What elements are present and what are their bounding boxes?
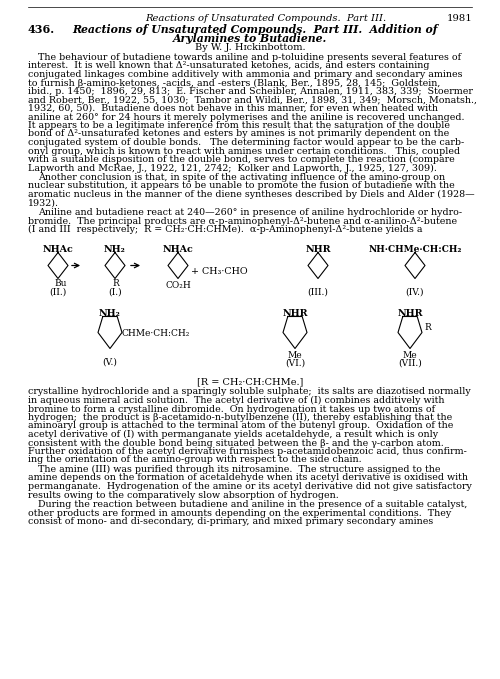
- Text: results owing to the comparatively slow absorption of hydrogen.: results owing to the comparatively slow …: [28, 490, 339, 500]
- Text: It appears to be a legitimate inference from this result that the saturation of : It appears to be a legitimate inference …: [28, 121, 450, 130]
- Text: and Robert, Ber., 1922, 55, 1030;  Tambor and Wildi, Ber., 1898, 31, 349;  Morsc: and Robert, Ber., 1922, 55, 1030; Tambor…: [28, 96, 477, 105]
- Text: The behaviour of butadiene towards aniline and p-toluidine presents several feat: The behaviour of butadiene towards anili…: [38, 53, 461, 62]
- Text: bond of Δ²-unsaturated ketones and esters by amines is not primarily dependent o: bond of Δ²-unsaturated ketones and ester…: [28, 130, 449, 139]
- Text: nuclear substitution, it appears to be unable to promote the fusion of butadiene: nuclear substitution, it appears to be u…: [28, 181, 455, 191]
- Text: with a suitable disposition of the double bond, serves to complete the reaction : with a suitable disposition of the doubl…: [28, 155, 455, 164]
- Text: CHMe·CH:CH₂: CHMe·CH:CH₂: [122, 329, 190, 337]
- Text: aminoaryl group is attached to the terminal atom of the butenyl group.  Oxidatio: aminoaryl group is attached to the termi…: [28, 422, 454, 430]
- Text: Another conclusion is that, in spite of the activating influence of the amino-gr: Another conclusion is that, in spite of …: [38, 173, 445, 182]
- Text: 1932, 60, 50).  Butadiene does not behave in this manner, for even when heated w: 1932, 60, 50). Butadiene does not behave…: [28, 104, 438, 113]
- Text: NHR: NHR: [397, 308, 423, 318]
- Text: NH₂: NH₂: [99, 308, 121, 318]
- Text: NH·CHMe·CH:CH₂: NH·CHMe·CH:CH₂: [368, 244, 462, 253]
- Text: + CH₃·CHO: + CH₃·CHO: [191, 266, 248, 276]
- Text: NHAc: NHAc: [162, 244, 194, 253]
- Text: Bu: Bu: [54, 280, 66, 289]
- Text: Lapworth and McRae, J., 1922, 121, 2742;  Kolker and Lapworth, J., 1925, 127, 30: Lapworth and McRae, J., 1922, 121, 2742;…: [28, 164, 437, 172]
- Text: [R = CH₂·CH:CHMe.]: [R = CH₂·CH:CHMe.]: [197, 378, 303, 386]
- Text: interest.  It is well known that Δ²-unsaturated ketones, acids, and esters conta: interest. It is well known that Δ²-unsat…: [28, 62, 429, 71]
- Text: (V.): (V.): [102, 358, 118, 367]
- Text: Aniline and butadiene react at 240—260° in presence of aniline hydrochloride or : Aniline and butadiene react at 240—260° …: [38, 208, 462, 217]
- Text: The amine (III) was purified through its nitrosamine.  The structure assigned to: The amine (III) was purified through its…: [38, 465, 440, 474]
- Text: Reactions of Unsaturated Compounds.  Part III.: Reactions of Unsaturated Compounds. Part…: [145, 14, 386, 23]
- Text: conjugated system of double bonds.   The determining factor would appear to be t: conjugated system of double bonds. The d…: [28, 138, 464, 147]
- Text: Reactions of Unsaturated Compounds.  Part III.  Addition of: Reactions of Unsaturated Compounds. Part…: [72, 24, 438, 35]
- Text: (II.): (II.): [50, 287, 66, 297]
- Text: hydrogen;  the product is β-acetamido-n-butylbenzene (II), thereby establishing : hydrogen; the product is β-acetamido-n-b…: [28, 413, 452, 422]
- Text: ing the orientation of the amino-group with respect to the side chain.: ing the orientation of the amino-group w…: [28, 456, 361, 464]
- Text: NHR: NHR: [305, 244, 331, 253]
- Text: aniline at 260° for 24 hours it merely polymerises and the aniline is recovered : aniline at 260° for 24 hours it merely p…: [28, 113, 464, 122]
- Text: Further oxidation of the acetyl derivative furnishes p-acetamidobenzoic acid, th: Further oxidation of the acetyl derivati…: [28, 447, 467, 456]
- Text: onyl group, which is known to react with amines under certain conditions.   This: onyl group, which is known to react with…: [28, 147, 460, 155]
- Text: in aqueous mineral acid solution.  The acetyl derivative of (I) combines additiv: in aqueous mineral acid solution. The ac…: [28, 396, 444, 405]
- Text: consist of mono- and di-secondary, di-primary, and mixed primary secondary amine: consist of mono- and di-secondary, di-pr…: [28, 517, 433, 526]
- Text: amine depends on the formation of acetaldehyde when its acetyl derivative is oxi: amine depends on the formation of acetal…: [28, 473, 468, 483]
- Text: ibid., p. 1450;  1896, 29, 813;  E. Fischer and Scheibler, Annalen, 1911, 383, 3: ibid., p. 1450; 1896, 29, 813; E. Fische…: [28, 87, 473, 96]
- Text: R: R: [424, 323, 431, 331]
- Text: (I and III  respectively;  R = CH₂·CH:CHMe).  α-p-Aminophenyl-Δ²-butene yields a: (I and III respectively; R = CH₂·CH:CHMe…: [28, 225, 422, 234]
- Text: other products are formed in amounts depending on the experimental conditions.  : other products are formed in amounts dep…: [28, 509, 451, 517]
- Text: (I.): (I.): [108, 287, 122, 297]
- Text: permanganate.  Hydrogenation of the amine or its acetyl derivative did not give : permanganate. Hydrogenation of the amine…: [28, 482, 472, 491]
- Text: to furnish β-amino-ketones, -acids, and -esters (Blank, Ber., 1895, 28, 145;  Go: to furnish β-amino-ketones, -acids, and …: [28, 79, 440, 88]
- Text: (VI.): (VI.): [285, 359, 305, 367]
- Text: acetyl derivative of (I) with permanganate yields acetaldehyde, a result which i: acetyl derivative of (I) with permangana…: [28, 430, 438, 439]
- Text: NHR: NHR: [282, 308, 308, 318]
- Text: CO₂H: CO₂H: [165, 280, 191, 289]
- Text: crystalline hydrochloride and a sparingly soluble sulphate;  its salts are diazo: crystalline hydrochloride and a sparingl…: [28, 388, 471, 397]
- Text: consistent with the double bond being situated between the β- and the γ-carbon a: consistent with the double bond being si…: [28, 439, 444, 447]
- Text: (III.): (III.): [308, 287, 328, 297]
- Text: Me: Me: [288, 350, 302, 359]
- Text: bromine to form a crystalline dibromide.  On hydrogenation it takes up two atoms: bromine to form a crystalline dibromide.…: [28, 405, 435, 414]
- Text: NHAc: NHAc: [42, 244, 74, 253]
- Text: bromide.  The principal products are α-p-aminophenyl-Δ²-butene and α-anilino-Δ²-: bromide. The principal products are α-p-…: [28, 217, 457, 225]
- Text: 1932).: 1932).: [28, 198, 59, 208]
- Text: R: R: [112, 280, 119, 289]
- Text: NH₂: NH₂: [104, 244, 126, 253]
- Text: By W. J. Hɪckinbottom.: By W. J. Hɪckinbottom.: [194, 43, 306, 52]
- Text: Me: Me: [402, 350, 417, 359]
- Text: aromatic nucleus in the manner of the diene syntheses described by Diels and Ald: aromatic nucleus in the manner of the di…: [28, 190, 474, 199]
- Text: During the reaction between butadiene and aniline in the presence of a suitable : During the reaction between butadiene an…: [38, 500, 468, 509]
- Text: 436.: 436.: [28, 24, 55, 35]
- Text: conjugated linkages combine additively with ammonia and primary and secondary am: conjugated linkages combine additively w…: [28, 70, 462, 79]
- Text: 1981: 1981: [446, 14, 472, 23]
- Text: (IV.): (IV.): [406, 287, 424, 297]
- Text: Arylamines to Butadiene.: Arylamines to Butadiene.: [173, 33, 327, 45]
- Text: (VII.): (VII.): [398, 359, 422, 367]
